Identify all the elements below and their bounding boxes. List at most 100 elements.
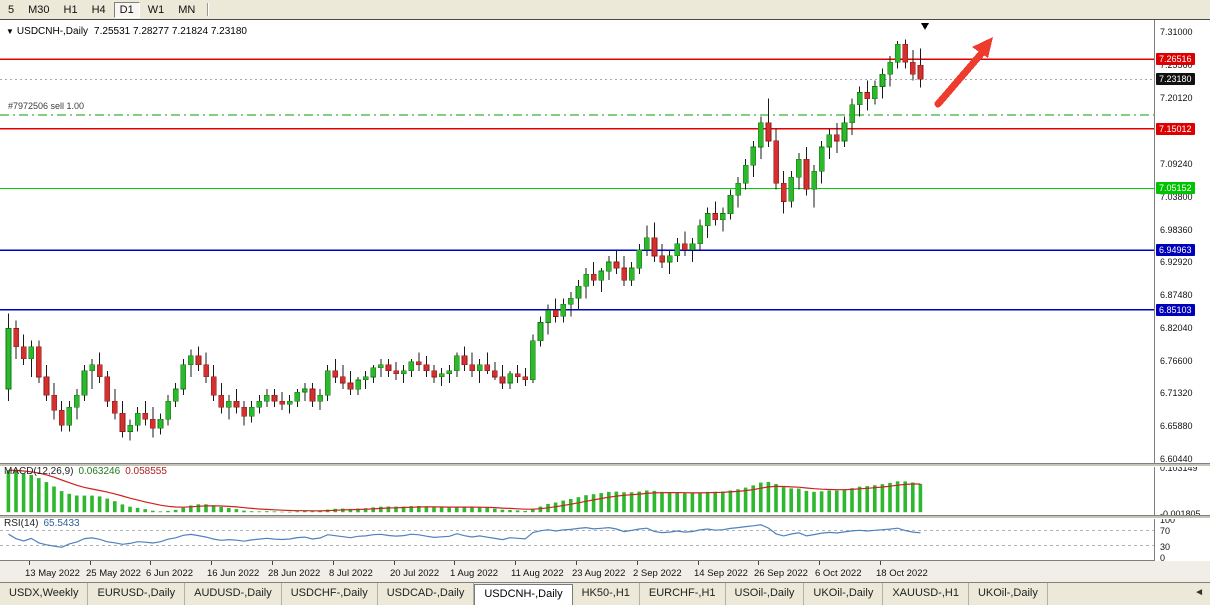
tab-usdchf-daily[interactable]: USDCHF-,Daily xyxy=(282,583,378,605)
date-tick xyxy=(698,561,699,565)
date-label: 11 Aug 2022 xyxy=(511,568,564,579)
date-label: 6 Jun 2022 xyxy=(146,568,194,579)
time-axis[interactable]: 13 May 2022 25 May 2022 6 Jun 2022 16 Jun 2… xyxy=(0,560,1210,583)
rsi-pane: RSI(14) 65.5433 xyxy=(0,517,1154,561)
price-badge: 7.05152 xyxy=(1156,182,1195,194)
tab-scroll-left-icon[interactable]: ◄ xyxy=(1194,587,1204,598)
chart-title: ▼ USDCNH-,Daily 7.25531 7.28277 7.21824 7.… xyxy=(6,26,247,37)
macd-pane: MACD(12,26,9) 0.063246 0.058555 xyxy=(0,465,1154,515)
price-tick-label: 7.25560 xyxy=(1160,60,1193,70)
price-pane: ▼ USDCNH-,Daily 7.25531 7.28277 7.21824 7.… xyxy=(0,20,1154,463)
date-tick xyxy=(758,561,759,565)
price-badge: 7.15012 xyxy=(1156,123,1195,135)
price-badge: 7.23180 xyxy=(1156,73,1195,85)
date-tick xyxy=(576,561,577,565)
tab-eurusd-daily[interactable]: EURUSD-,Daily xyxy=(88,583,186,605)
price-badge: 6.85103 xyxy=(1156,304,1195,316)
price-badge: 7.26516 xyxy=(1156,53,1195,65)
date-tick xyxy=(211,561,212,565)
price-axis[interactable]: 7.310007.255607.201207.146807.092407.038… xyxy=(1154,20,1210,563)
price-tick-label: 6.65880 xyxy=(1160,421,1193,431)
date-label: 25 May 2022 xyxy=(86,568,141,579)
date-tick xyxy=(150,561,151,565)
price-tick-label: 6.92920 xyxy=(1160,257,1193,267)
macd-histogram xyxy=(6,470,923,513)
order-line-label[interactable]: #7972506 sell 1.00 xyxy=(8,101,85,111)
arrow-object[interactable] xyxy=(934,37,993,108)
timeframe-button-d1[interactable]: D1 xyxy=(113,1,140,18)
tab-hk50-h1[interactable]: HK50-,H1 xyxy=(573,583,640,605)
symbol-dropdown-icon[interactable]: ▼ xyxy=(6,27,14,36)
rsi-axis-label: 30 xyxy=(1160,542,1171,552)
tab-ukoil-daily[interactable]: UKOil-,Daily xyxy=(804,583,884,605)
tab-usdcnh-daily[interactable]: USDCNH-,Daily xyxy=(474,584,573,605)
chart-title-ohlc: 7.25531 7.28277 7.21824 7.23180 xyxy=(94,26,247,37)
hlines-layer xyxy=(0,58,1154,311)
date-label: 28 Jun 2022 xyxy=(268,568,321,579)
price-tick-label: 7.31000 xyxy=(1160,27,1193,37)
chart-title-symbol: USDCNH-,Daily xyxy=(16,26,89,37)
date-label: 14 Sep 2022 xyxy=(694,568,748,579)
tab-ukoil-daily[interactable]: UKOil-,Daily xyxy=(969,583,1048,605)
rsi-axis-label: 0 xyxy=(1160,553,1166,563)
macd-name: MACD(12,26,9) xyxy=(4,466,74,477)
date-tick xyxy=(333,561,334,565)
macd-axis-label: 0.103149 xyxy=(1160,463,1198,473)
timeframe-button-h1[interactable]: H1 xyxy=(63,3,78,16)
timeframe-toolbar: 5 M30 H1 H4 D1 W1 MN xyxy=(0,0,1210,19)
rsi-value: 65.5433 xyxy=(43,518,80,529)
macd-signal-value: 0.058555 xyxy=(125,466,167,477)
timeframe-button-h4[interactable]: H4 xyxy=(91,3,106,16)
price-tick-label: 6.87480 xyxy=(1160,290,1193,300)
price-tick-label: 6.71320 xyxy=(1160,388,1193,398)
date-label: 18 Oct 2022 xyxy=(876,568,928,579)
tab-eurchf-h1[interactable]: EURCHF-,H1 xyxy=(640,583,726,605)
price-tick-label: 6.98360 xyxy=(1160,225,1193,235)
date-label: 20 Jul 2022 xyxy=(390,568,440,579)
tab-usoil-daily[interactable]: USOil-,Daily xyxy=(726,583,805,605)
timeframe-button-5[interactable]: 5 xyxy=(8,3,15,16)
macd-signal-line xyxy=(8,469,921,512)
date-tick xyxy=(819,561,820,565)
date-tick xyxy=(272,561,273,565)
date-label: 6 Oct 2022 xyxy=(815,568,862,579)
date-tick xyxy=(454,561,455,565)
date-tick xyxy=(880,561,881,565)
price-tick-label: 6.76600 xyxy=(1160,356,1193,366)
timeframe-button-m30[interactable]: M30 xyxy=(28,3,50,16)
rsi-axis-label: 100 xyxy=(1160,515,1176,525)
price-badge: 6.94963 xyxy=(1156,244,1195,256)
macd-label: MACD(12,26,9) 0.063246 0.058555 xyxy=(4,466,167,477)
pane-splitter[interactable] xyxy=(0,463,1210,467)
tab-usdcad-daily[interactable]: USDCAD-,Daily xyxy=(378,583,475,605)
tab-usdx-weekly[interactable]: USDX,Weekly xyxy=(0,583,89,605)
price-chart-canvas[interactable] xyxy=(0,20,1154,463)
pane-splitter[interactable] xyxy=(0,515,1210,519)
chart-window: ▼ USDCNH-,Daily 7.25531 7.28277 7.21824 7.… xyxy=(0,19,1210,563)
macd-value: 0.063246 xyxy=(78,466,121,477)
price-tick-label: 6.60440 xyxy=(1160,454,1193,464)
rsi-chart-canvas[interactable] xyxy=(0,517,1154,561)
timeframe-button-mn[interactable]: MN xyxy=(178,3,196,16)
price-tick-label: 7.09240 xyxy=(1160,159,1193,169)
rsi-name: RSI(14) xyxy=(4,518,39,529)
candles-layer xyxy=(5,39,924,441)
macd-chart-canvas[interactable] xyxy=(0,465,1154,515)
toolbar-separator xyxy=(207,3,210,16)
tab-xauusd-h1[interactable]: XAUUSD-,H1 xyxy=(883,583,969,605)
date-label: 1 Aug 2022 xyxy=(450,568,499,579)
macd-axis-label: -0.001805 xyxy=(1160,509,1201,519)
price-tick-label: 7.03800 xyxy=(1160,192,1193,202)
date-tick xyxy=(637,561,638,565)
price-tick-label: 6.82040 xyxy=(1160,323,1193,333)
rsi-line xyxy=(8,524,921,548)
date-label: 16 Jun 2022 xyxy=(207,568,260,579)
rsi-label: RSI(14) 65.5433 xyxy=(4,518,80,529)
price-tick-label: 7.20120 xyxy=(1160,93,1193,103)
timeframe-button-w1[interactable]: W1 xyxy=(147,3,165,16)
date-tick xyxy=(515,561,516,565)
date-tick xyxy=(90,561,91,565)
symbol-tab-bar: USDX,Weekly EURUSD-,Daily AUDUSD-,Daily USD… xyxy=(0,582,1210,605)
date-label: 23 Aug 2022 xyxy=(572,568,626,579)
tab-audusd-daily[interactable]: AUDUSD-,Daily xyxy=(185,583,282,605)
